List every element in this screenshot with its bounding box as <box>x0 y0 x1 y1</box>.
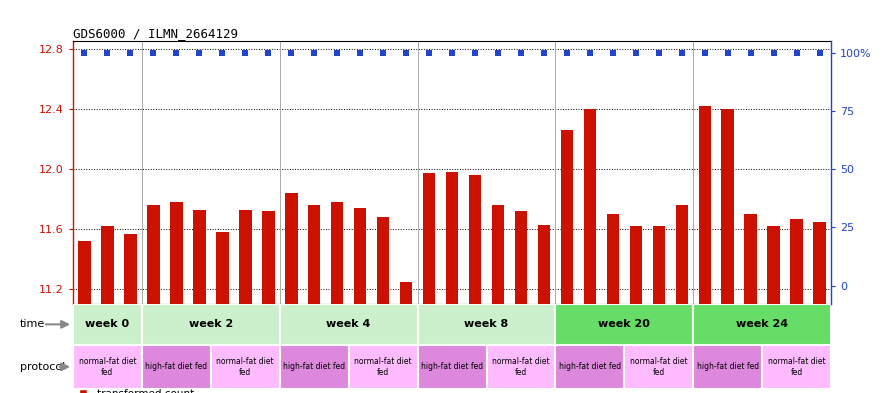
Bar <box>762 345 831 389</box>
Text: week 0: week 0 <box>85 320 130 329</box>
Text: time: time <box>20 320 45 329</box>
Bar <box>400 282 412 304</box>
Bar <box>583 109 597 304</box>
Text: normal-fat diet
fed: normal-fat diet fed <box>355 357 412 376</box>
Bar <box>418 304 556 345</box>
Bar <box>147 205 160 304</box>
Bar <box>469 175 481 304</box>
Bar <box>193 209 205 304</box>
Text: week 8: week 8 <box>464 320 509 329</box>
Bar <box>813 222 826 304</box>
Bar <box>418 345 486 389</box>
Bar <box>515 211 527 304</box>
Bar <box>629 226 642 304</box>
Bar <box>486 345 556 389</box>
Bar <box>354 208 366 304</box>
Bar <box>624 345 693 389</box>
Bar <box>216 232 228 304</box>
Bar <box>170 202 182 304</box>
Bar <box>790 219 803 304</box>
Bar <box>284 193 298 304</box>
Text: week 24: week 24 <box>736 320 789 329</box>
Text: high-fat diet fed: high-fat diet fed <box>697 362 759 371</box>
Bar <box>767 226 780 304</box>
Bar <box>348 345 418 389</box>
Text: GDS6000 / ILMN_2664129: GDS6000 / ILMN_2664129 <box>73 27 238 40</box>
Text: normal-fat diet
fed: normal-fat diet fed <box>493 357 549 376</box>
Bar <box>722 109 734 304</box>
Bar <box>73 304 142 345</box>
Bar <box>423 173 436 304</box>
Bar <box>124 233 137 304</box>
Text: normal-fat diet
fed: normal-fat diet fed <box>768 357 826 376</box>
Text: high-fat diet fed: high-fat diet fed <box>421 362 483 371</box>
Bar <box>142 345 211 389</box>
Bar <box>556 304 693 345</box>
Bar <box>142 304 280 345</box>
Bar <box>676 205 688 304</box>
Text: high-fat diet fed: high-fat diet fed <box>559 362 621 371</box>
Bar <box>538 224 550 304</box>
Text: normal-fat diet
fed: normal-fat diet fed <box>630 357 688 376</box>
Text: normal-fat diet
fed: normal-fat diet fed <box>216 357 274 376</box>
Bar <box>606 214 620 304</box>
Text: week 2: week 2 <box>188 320 233 329</box>
Bar <box>308 205 321 304</box>
Bar <box>377 217 389 304</box>
Bar <box>693 304 831 345</box>
Bar <box>73 345 142 389</box>
Bar <box>262 211 275 304</box>
Text: week 4: week 4 <box>326 320 371 329</box>
Bar <box>699 106 711 304</box>
Text: high-fat diet fed: high-fat diet fed <box>145 362 207 371</box>
Bar <box>556 345 624 389</box>
Text: week 20: week 20 <box>598 320 651 329</box>
Bar <box>653 226 665 304</box>
Bar <box>78 241 91 304</box>
Bar <box>744 214 757 304</box>
Bar <box>101 226 114 304</box>
Text: normal-fat diet
fed: normal-fat diet fed <box>78 357 136 376</box>
Bar <box>331 202 343 304</box>
Text: high-fat diet fed: high-fat diet fed <box>283 362 345 371</box>
Bar <box>280 304 418 345</box>
Bar <box>445 172 459 304</box>
Bar <box>492 205 504 304</box>
Bar <box>693 345 762 389</box>
Bar <box>561 130 573 304</box>
Legend: transformed count, percentile rank within the sample: transformed count, percentile rank withi… <box>78 389 273 393</box>
Bar <box>280 345 348 389</box>
Bar <box>239 209 252 304</box>
Bar <box>211 345 280 389</box>
Text: protocol: protocol <box>20 362 65 372</box>
